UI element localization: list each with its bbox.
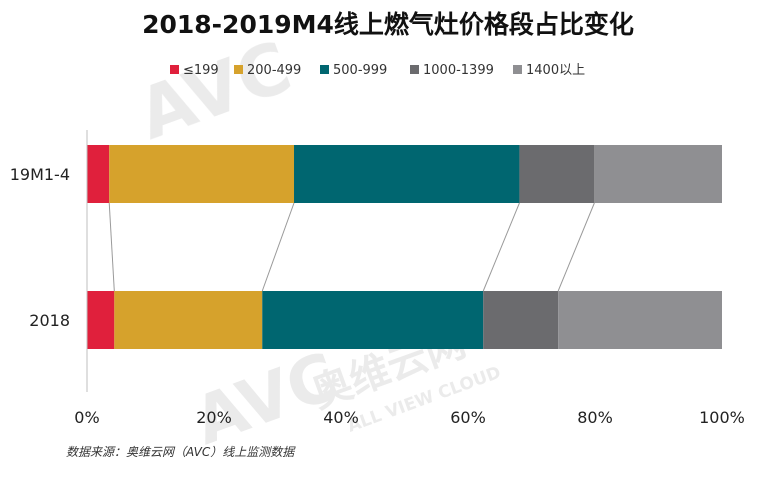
connector-lines	[108, 202, 595, 292]
connector-line	[261, 202, 295, 292]
x-tick-label: 100%	[699, 408, 745, 427]
legend-swatch	[170, 65, 179, 74]
bar-segment	[87, 145, 110, 203]
legend-item: 200-499	[234, 63, 301, 78]
legend-swatch	[320, 65, 329, 74]
bar-group	[87, 145, 722, 203]
legend-item: 1000-1399	[410, 63, 494, 78]
bar-segment	[87, 291, 115, 349]
connector-line	[482, 202, 520, 292]
x-tick-label: 0%	[74, 408, 99, 427]
legend-swatch	[513, 65, 522, 74]
legend: ≤199 200-499 500-999 1000-1399 1400以上	[170, 63, 585, 78]
legend-item: ≤199	[170, 63, 219, 78]
bars	[87, 145, 722, 349]
x-axis-ticks: 0% 20% 40% 60% 80% 100%	[74, 408, 745, 427]
connector-line	[108, 202, 115, 292]
legend-item: 500-999	[320, 63, 387, 78]
bar-segment	[483, 291, 559, 349]
bar-segment	[109, 145, 295, 203]
legend-label: 500-999	[333, 63, 387, 78]
connector-line	[557, 202, 595, 292]
legend-label: 1400以上	[526, 63, 585, 78]
watermark: AVC AVC 奥维云网 ALL VIEW CLOUD	[128, 26, 504, 460]
legend-label: 1000-1399	[423, 63, 494, 78]
bar-segment	[558, 291, 722, 349]
source-note: 数据来源：奥维云网（AVC）线上监测数据	[66, 445, 296, 459]
bar-segment	[294, 145, 520, 203]
bar-segment	[594, 145, 722, 203]
x-tick-label: 20%	[196, 408, 232, 427]
legend-swatch	[234, 65, 243, 74]
x-tick-label: 60%	[450, 408, 486, 427]
category-labels: 19M1-4 2018	[10, 165, 70, 330]
watermark-logo-top: AVC	[128, 26, 302, 156]
bar-segment	[519, 145, 595, 203]
legend-swatch	[410, 65, 419, 74]
legend-label: 200-499	[247, 63, 301, 78]
legend-item: 1400以上	[513, 63, 585, 78]
bar-segment	[114, 291, 263, 349]
bar-group	[87, 291, 722, 349]
legend-label: ≤199	[183, 63, 219, 78]
chart-title: 2018-2019M4线上燃气灶价格段占比变化	[142, 10, 634, 39]
category-label: 2018	[29, 311, 70, 330]
x-tick-label: 40%	[323, 408, 359, 427]
x-tick-label: 80%	[577, 408, 613, 427]
category-label: 19M1-4	[10, 165, 70, 184]
bar-segment	[262, 291, 484, 349]
